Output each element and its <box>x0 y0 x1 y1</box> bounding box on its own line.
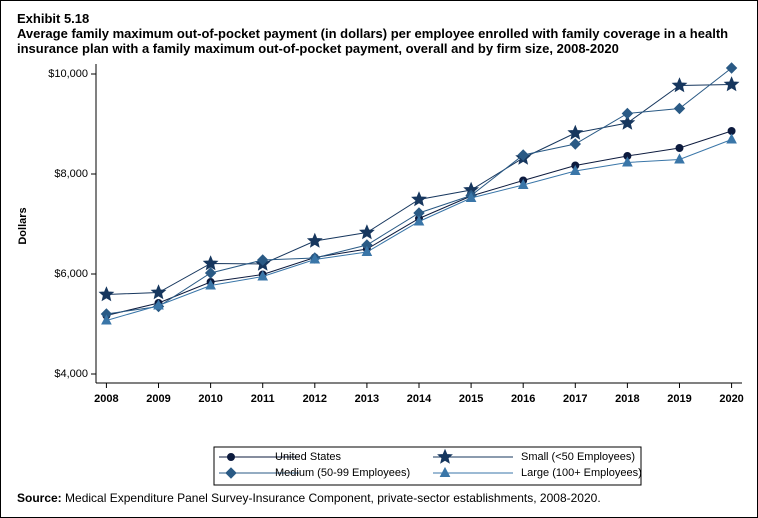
chart-subtitle: Average family maximum out-of-pocket pay… <box>17 26 729 56</box>
marker <box>671 77 688 93</box>
x-tick-label: 2017 <box>563 393 587 405</box>
marker <box>726 133 737 144</box>
x-tick-label: 2020 <box>719 393 743 405</box>
source-label: Source: <box>17 491 62 505</box>
title-block: Exhibit 5.18 Average family maximum out-… <box>17 11 737 56</box>
marker <box>153 299 164 310</box>
x-tick-label: 2019 <box>667 393 691 405</box>
source: Source: Medical Expenditure Panel Survey… <box>17 491 601 505</box>
marker <box>306 232 323 248</box>
x-tick-label: 2016 <box>511 393 535 405</box>
source-text: Medical Expenditure Panel Survey-Insuran… <box>65 491 601 505</box>
x-tick-label: 2010 <box>198 393 222 405</box>
marker <box>413 215 425 226</box>
marker <box>359 224 375 240</box>
marker <box>723 76 740 92</box>
marker <box>567 124 584 140</box>
x-tick-label: 2009 <box>146 393 170 405</box>
x-tick-label: 2011 <box>251 393 275 405</box>
x-tick-label: 2014 <box>407 393 432 405</box>
marker <box>205 279 216 290</box>
marker <box>257 270 269 281</box>
marker <box>227 453 235 461</box>
marker <box>675 144 684 152</box>
marker <box>257 254 269 266</box>
marker <box>101 314 112 325</box>
legend-label: Large (100+ Employees) <box>521 467 642 479</box>
marker <box>569 138 581 150</box>
x-tick-label: 2018 <box>615 393 639 405</box>
y-tick-label: $4,000 <box>54 368 88 380</box>
marker <box>725 62 738 74</box>
marker <box>622 156 633 167</box>
marker <box>309 253 321 264</box>
series-line <box>106 84 732 295</box>
marker <box>465 191 477 202</box>
x-tick-label: 2008 <box>94 393 118 405</box>
marker <box>225 467 237 479</box>
legend-label: Medium (50-99 Employees) <box>275 467 410 479</box>
x-tick-label: 2013 <box>355 393 379 405</box>
marker <box>150 284 167 300</box>
marker <box>361 245 373 256</box>
marker <box>674 153 685 164</box>
marker <box>517 178 529 189</box>
y-tick-label: $8,000 <box>54 168 88 180</box>
y-tick-label: $6,000 <box>54 268 88 280</box>
series-line <box>106 67 732 315</box>
x-tick-label: 2012 <box>303 393 327 405</box>
marker <box>437 448 453 464</box>
marker <box>411 191 427 207</box>
marker <box>673 102 686 115</box>
marker <box>619 114 636 130</box>
marker <box>439 466 451 477</box>
legend-box <box>213 446 642 486</box>
marker <box>621 107 634 120</box>
marker <box>204 267 217 279</box>
marker <box>569 164 581 175</box>
series-line <box>106 139 732 321</box>
y-tick-label: $10,000 <box>48 68 88 80</box>
marker <box>202 255 219 271</box>
chart-title: Exhibit 5.18 <box>17 11 90 26</box>
x-tick-label: 2015 <box>459 393 483 405</box>
legend-label: Small (<50 Employees) <box>521 451 635 463</box>
y-axis-label: Dollars <box>17 207 29 244</box>
marker <box>517 149 529 161</box>
legend-label: United States <box>275 451 342 463</box>
marker <box>98 286 115 302</box>
